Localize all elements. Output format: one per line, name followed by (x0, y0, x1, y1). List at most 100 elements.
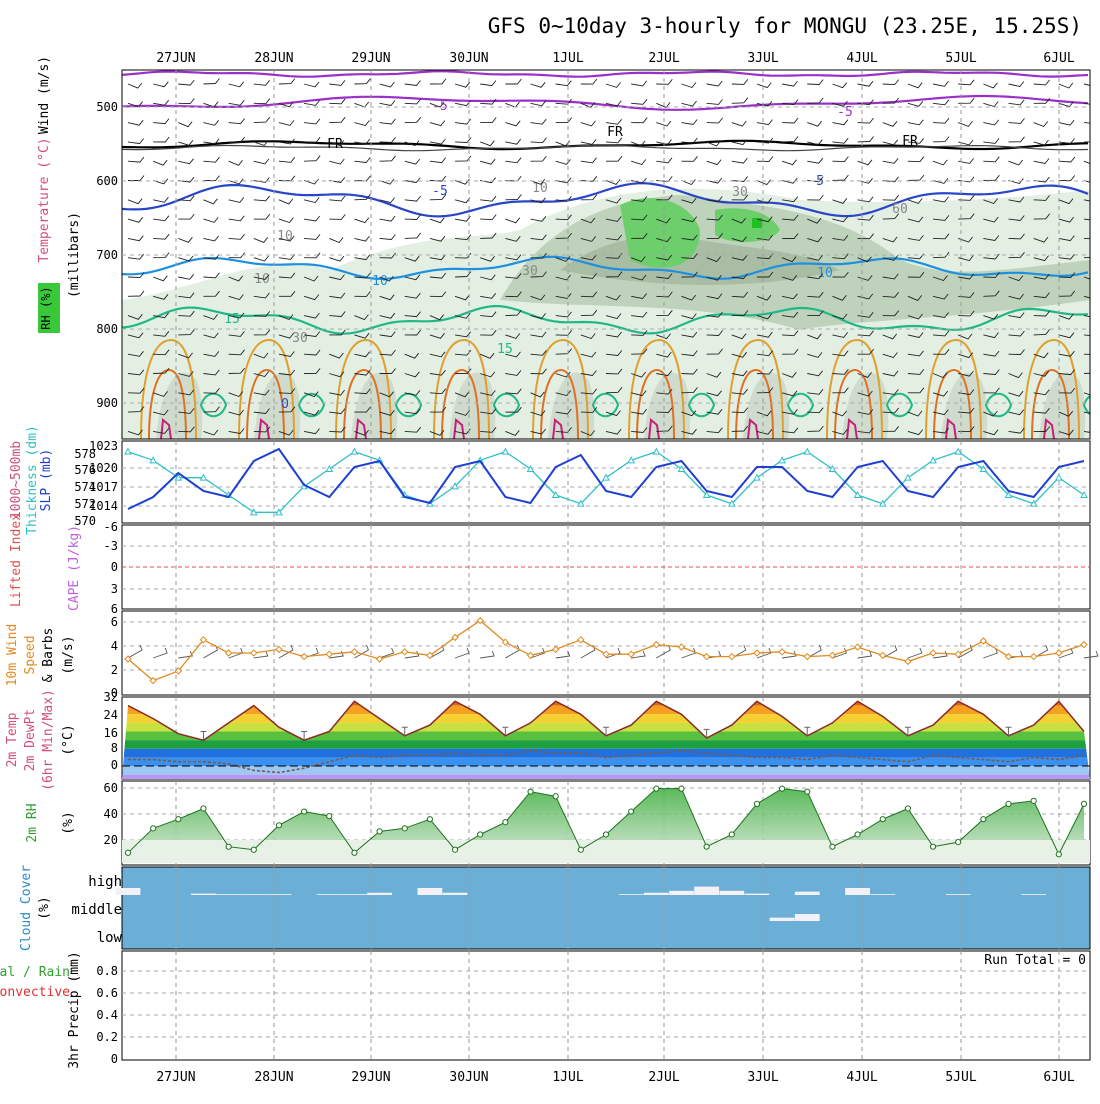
wind-barb (857, 159, 873, 166)
wind-barb (832, 429, 848, 435)
wind-barb (857, 275, 873, 281)
wind-barb (832, 295, 847, 301)
wind-barb (983, 138, 1000, 144)
wind-barb (1084, 141, 1090, 143)
wind-barb (782, 214, 799, 221)
wind-barb (807, 273, 824, 280)
wind10-speed-point (300, 652, 308, 661)
temp-contour-30 (258, 418, 270, 439)
wind-barb (1083, 430, 1090, 433)
wind-barb (354, 78, 371, 85)
date-label-bottom: 3JUL (747, 1070, 778, 1085)
wind-barb (605, 350, 623, 356)
temp-contour-25 (933, 368, 972, 439)
wind-barb (304, 100, 320, 106)
wind-barb (580, 407, 598, 413)
wind-barb (153, 136, 170, 143)
wind-barb (354, 254, 371, 261)
wind10-speed-point (853, 643, 862, 651)
wind-barb (329, 311, 346, 317)
cloud-bar-high (643, 892, 669, 895)
wind-barb (429, 235, 446, 242)
wind-barb (1083, 160, 1090, 164)
wind-barb (530, 234, 547, 241)
wind-barb (178, 213, 195, 220)
wind-barb (555, 274, 571, 281)
temp-minmax-bar (804, 726, 811, 736)
wind-barb (983, 350, 1000, 357)
wind-tick-label: 6 (111, 615, 118, 629)
wind-barb (756, 216, 773, 223)
temp-contour-20 (628, 338, 685, 439)
thickness-point (199, 473, 208, 481)
slp-tick-label: 1014 (89, 499, 118, 513)
wind-barb (731, 273, 748, 280)
wind-barb (706, 408, 723, 415)
thickness-point (350, 447, 359, 455)
wind-barb (1033, 121, 1049, 128)
wind-barb (807, 333, 822, 340)
wind-barb (832, 369, 849, 375)
rh-lower-blob (743, 372, 790, 439)
upper-ylabel-rh: RH (%) (39, 286, 53, 329)
wind-barb (958, 79, 975, 86)
wind-barb (329, 116, 346, 124)
wind-barb (731, 176, 749, 182)
wind-barb (505, 194, 522, 201)
wind-barb (454, 331, 471, 338)
wind-barb (933, 251, 950, 259)
wind-barb (178, 237, 193, 243)
thickness-point (803, 447, 812, 455)
wind-barb (555, 293, 572, 299)
rh-area-group (122, 785, 1090, 863)
wind-barb (303, 197, 320, 204)
wind-barb (354, 429, 369, 436)
wind-barb (706, 348, 723, 355)
wind-barb (1058, 235, 1075, 242)
cloud-ylabel-1: Cloud Cover (19, 865, 34, 951)
wind-barb (1083, 199, 1090, 202)
temp-contour-20 (433, 338, 490, 439)
top-date-labels: 27JUN 28JUN 29JUN 30JUN 1JUL 2JUL 3JUL 4JUL 5JUL… (156, 51, 1074, 66)
wind-barb (1033, 273, 1050, 280)
wind-barb (958, 389, 975, 395)
wind-barb (505, 138, 522, 145)
wind-barb (429, 272, 447, 279)
temp-contour-5 (122, 182, 1089, 218)
wind-barb (1058, 119, 1075, 126)
wind10-barb (857, 650, 873, 659)
thickness-point (778, 456, 786, 464)
wind-barb (580, 333, 596, 340)
wind-barb (480, 195, 497, 202)
wind-barb (304, 252, 321, 259)
wind-barb (480, 117, 497, 124)
temp-contour-loop (199, 392, 228, 418)
wind-barb (631, 427, 648, 433)
wind-barb (203, 156, 220, 163)
wind-barb (480, 427, 497, 433)
precip-ylabel-3: Convective (0, 985, 70, 1000)
wind-barb (958, 213, 975, 220)
wind-barb (832, 313, 848, 320)
wind-barb (505, 388, 522, 395)
wind-barb (1058, 156, 1076, 163)
temp-contour-20 (532, 338, 589, 439)
wind-barb (756, 387, 774, 394)
wind-barb (882, 97, 900, 104)
wind-barb (1083, 83, 1090, 86)
wind-barb (681, 368, 698, 375)
cloud-level-low: low (97, 930, 123, 946)
thickness-point (526, 464, 535, 472)
wind-barb (203, 290, 220, 297)
wind-barb (303, 391, 319, 398)
wind-barb (958, 121, 973, 127)
wind-barb (429, 369, 446, 376)
rh-base-band (122, 840, 1090, 863)
wind-barb (882, 407, 900, 414)
wind-barb (178, 274, 195, 280)
wind-barb (153, 331, 170, 337)
wind-barb (706, 256, 722, 263)
wind-barb (153, 409, 169, 416)
wind-barb (379, 118, 396, 125)
